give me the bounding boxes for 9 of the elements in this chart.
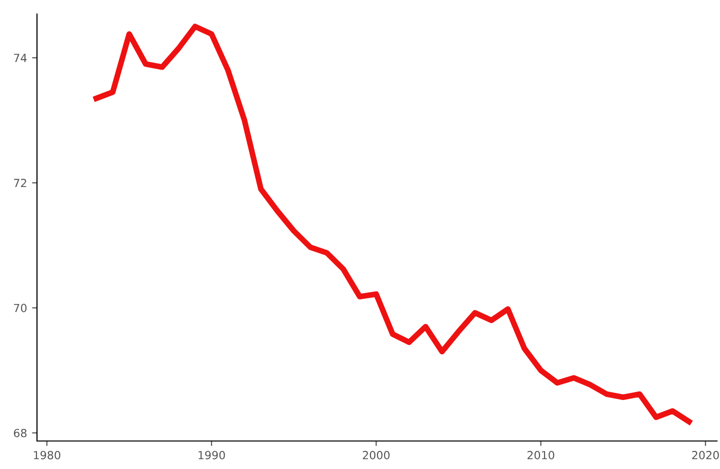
y-tick-label: 72 (14, 178, 26, 188)
x-tick-label: 2000 (362, 450, 390, 460)
x-tick-label: 1980 (34, 450, 60, 460)
x-tick-label: 1990 (198, 450, 225, 460)
y-tick-label: 70 (14, 304, 27, 312)
x-tick-label: 2020 (692, 450, 719, 460)
x-tick-label: 2010 (528, 450, 554, 460)
y-tick-label: 68 (14, 428, 27, 438)
y-tick-label: 74 (14, 54, 27, 62)
